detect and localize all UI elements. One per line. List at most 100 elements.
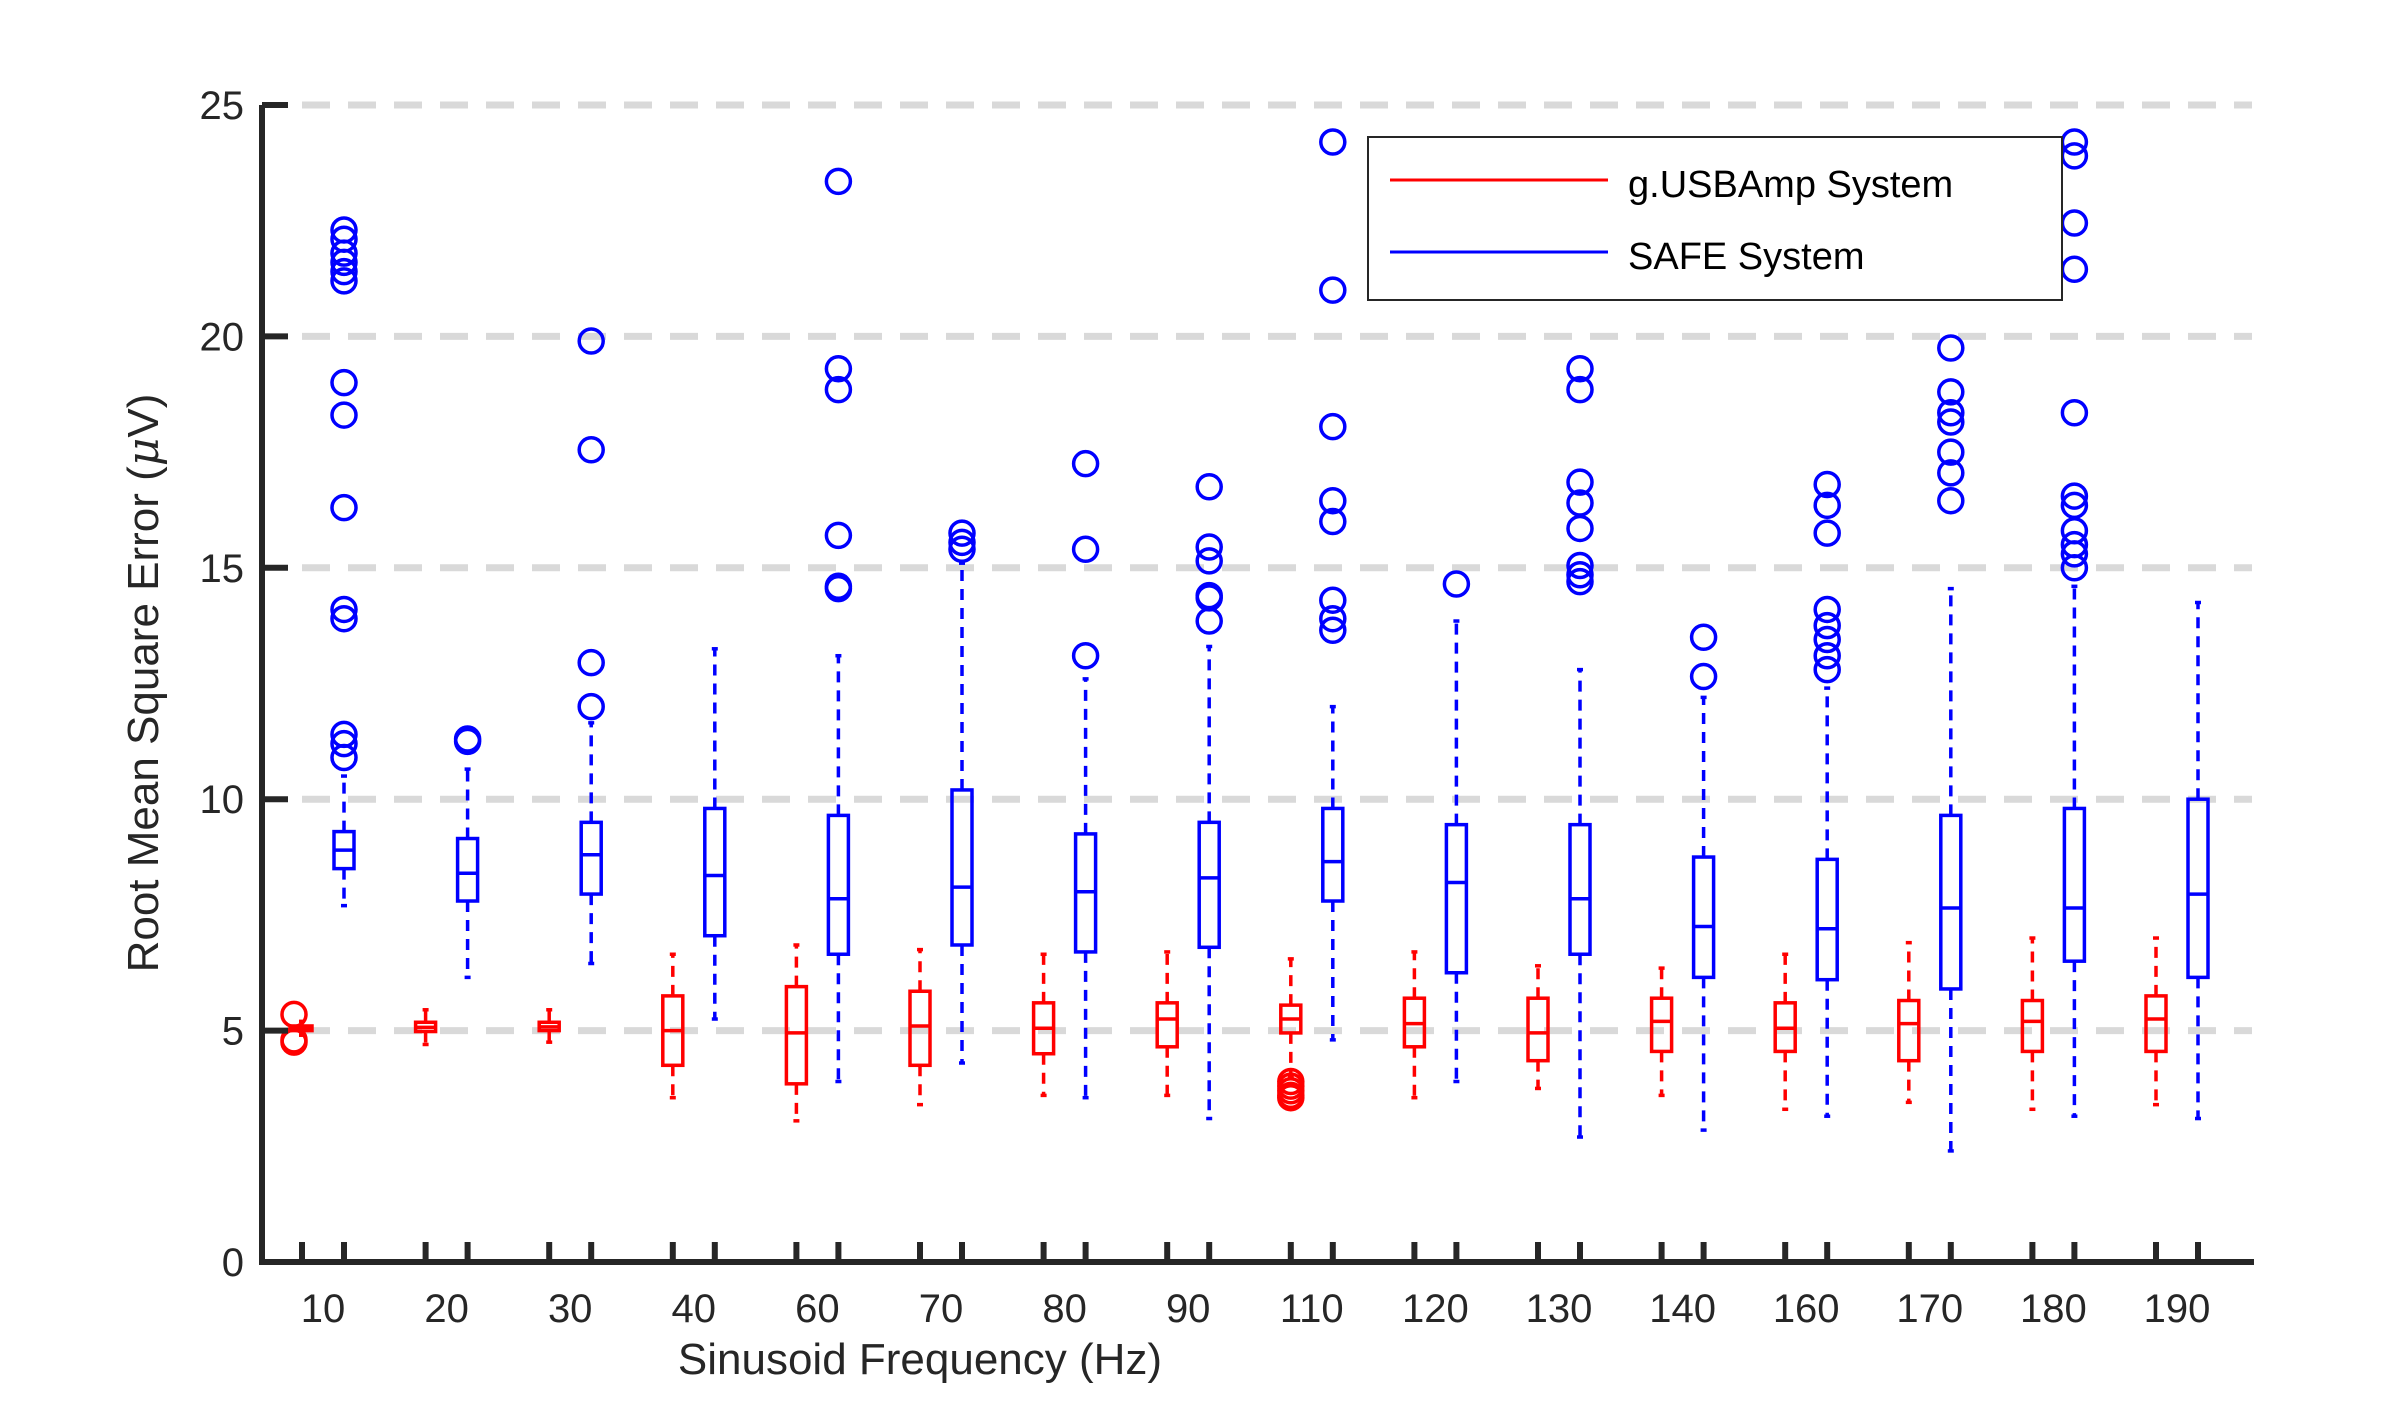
outlier-point xyxy=(1689,623,1718,651)
outlier-point xyxy=(1813,611,1841,640)
box-0-10 xyxy=(280,1000,314,1056)
iqr-box xyxy=(703,806,727,938)
outlier-point xyxy=(1566,514,1594,543)
outlier-point xyxy=(577,692,605,721)
iqr-box xyxy=(1939,813,1963,991)
outlier-point xyxy=(1813,470,1841,499)
y-tick-label-10: 10 xyxy=(200,778,245,822)
box-1-140 xyxy=(1689,623,1718,1132)
outlier-point xyxy=(330,216,358,244)
outlier-point xyxy=(1071,449,1100,478)
y-axis-title-mu: μ xyxy=(118,438,169,467)
outlier-point xyxy=(824,572,853,601)
outlier-point xyxy=(1566,560,1594,589)
x-tick-label-10: 10 xyxy=(301,1287,346,1331)
outlier-point xyxy=(280,1028,308,1056)
outlier-point xyxy=(1071,535,1100,564)
box-0-110 xyxy=(1277,957,1305,1112)
iqr-box xyxy=(1691,855,1716,980)
outlier-point xyxy=(577,327,605,355)
y-tick-label-5: 5 xyxy=(222,1010,244,1054)
outlier-point xyxy=(1937,399,1965,427)
outlier-point xyxy=(1566,375,1594,404)
outlier-point xyxy=(1195,533,1223,561)
outlier-point xyxy=(1566,468,1594,496)
outlier-point xyxy=(1071,641,1100,670)
box-0-160 xyxy=(1773,952,1797,1112)
box-1-80 xyxy=(1071,449,1100,1100)
iqr-box xyxy=(1815,857,1839,982)
box-0-70 xyxy=(908,947,932,1107)
outlier-point xyxy=(280,1000,308,1029)
outlier-point xyxy=(1319,616,1347,645)
legend-box xyxy=(1367,136,2063,301)
outlier-point xyxy=(330,720,358,749)
box-0-80 xyxy=(1031,952,1056,1098)
outlier-point xyxy=(948,528,976,557)
iqr-box xyxy=(2186,797,2210,980)
box-0-180 xyxy=(2020,936,2045,1112)
outlier-point xyxy=(1566,551,1594,580)
y-axis-title-tail: V) xyxy=(119,394,168,438)
box-0-120 xyxy=(1402,950,1427,1100)
box-1-130 xyxy=(1566,355,1594,1139)
y-tick-label-20: 20 xyxy=(200,315,245,359)
outlier-point xyxy=(1937,378,1965,406)
outlier-point xyxy=(1937,438,1965,466)
iqr-box xyxy=(908,989,932,1068)
outlier-point xyxy=(1442,570,1471,598)
x-tick-label-90: 90 xyxy=(1166,1287,1211,1331)
outlier-point xyxy=(330,604,358,633)
outlier-point xyxy=(1566,567,1594,596)
outlier-point xyxy=(2060,255,2089,284)
outlier-point xyxy=(948,535,976,564)
outlier-point xyxy=(1813,641,1841,670)
outlier-point xyxy=(824,521,853,550)
outlier-point xyxy=(2060,128,2089,156)
grid-lines xyxy=(302,101,2252,1035)
iqr-box xyxy=(1897,998,1921,1063)
iqr-box xyxy=(1321,806,1345,903)
iqr-box xyxy=(1649,996,1674,1054)
box-0-20 xyxy=(413,1008,438,1047)
outlier-point xyxy=(330,743,358,772)
outlier-point xyxy=(2060,209,2089,237)
y-axis-title-main: Root Mean Square Error ( xyxy=(119,466,168,973)
x-tick-label-120: 120 xyxy=(1402,1287,1469,1331)
outlier-point xyxy=(453,725,482,753)
outlier-point xyxy=(1813,491,1841,520)
outlier-point xyxy=(1319,276,1347,304)
tick-marks: 0 5 10 15 20 25 10 20 30 40 60 70 80 90 110 120 130 140 16… xyxy=(200,84,2211,1331)
box-0-30 xyxy=(537,1008,561,1044)
iqr-box xyxy=(2020,998,2045,1054)
box-0-130 xyxy=(1526,964,1550,1091)
box-1-40 xyxy=(703,647,727,1021)
outlier-point xyxy=(1937,408,1965,436)
box-1-190 xyxy=(2186,600,2210,1121)
outlier-point xyxy=(577,648,605,677)
outlier-point xyxy=(1813,519,1841,547)
outlier-point xyxy=(1937,334,1965,362)
y-axis-title: Root Mean Square Error (μV) xyxy=(118,394,169,973)
box-0-140 xyxy=(1649,966,1674,1098)
iqr-box xyxy=(2062,806,2087,963)
outlier-point xyxy=(1566,355,1594,383)
outlier-point xyxy=(1319,412,1347,441)
outlier-point xyxy=(1319,604,1347,633)
legend-label-safe: SAFE System xyxy=(1628,236,1865,278)
box-1-10 xyxy=(330,216,358,908)
outlier-point xyxy=(948,519,976,547)
outlier-point xyxy=(577,436,605,464)
iqr-box xyxy=(826,813,851,956)
outlier-point xyxy=(2060,530,2089,559)
outlier-point xyxy=(2060,142,2089,170)
iqr-box xyxy=(1155,1001,1179,1049)
outlier-point xyxy=(1813,625,1841,654)
outlier-point xyxy=(1319,486,1347,515)
outlier-point xyxy=(2060,517,2089,545)
x-tick-label-60: 60 xyxy=(795,1287,840,1331)
outlier-point xyxy=(1319,507,1347,536)
x-tick-label-40: 40 xyxy=(672,1287,717,1331)
y-tick-label-25: 25 xyxy=(200,84,245,128)
